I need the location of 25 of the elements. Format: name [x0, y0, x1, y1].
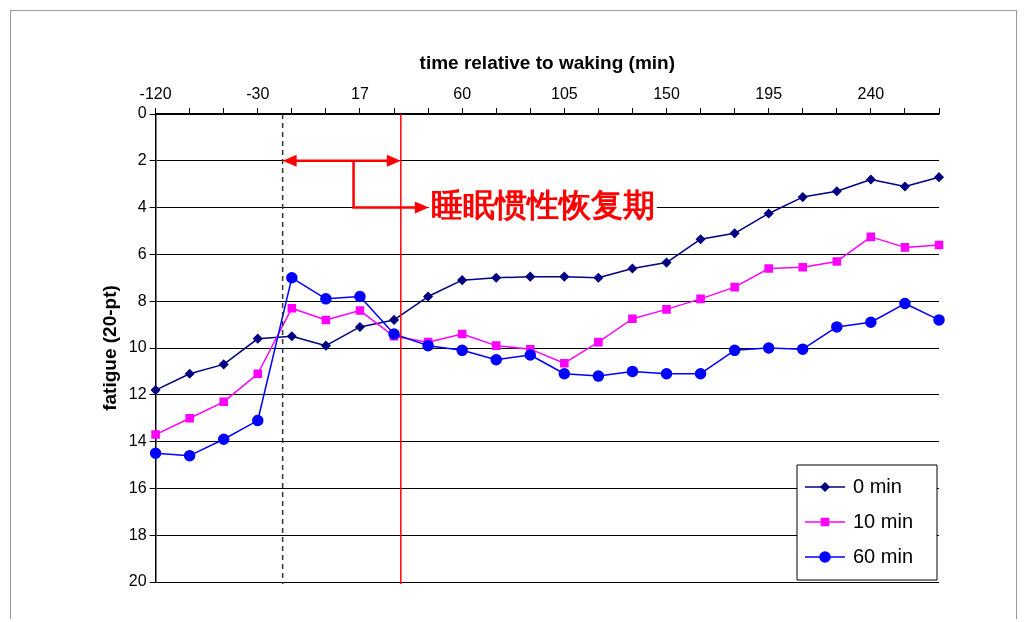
y-tick-label: 16 [128, 478, 147, 496]
y-tick-label: 14 [128, 432, 147, 450]
y-tick-label: 20 [128, 572, 147, 590]
y-tick-label: 12 [128, 385, 147, 403]
y-tick-label: 10 [128, 338, 147, 356]
annotation: 睡眠惯性恢复期 [430, 185, 655, 224]
y-tick-label: 4 [137, 198, 147, 216]
x-tick-label: 240 [857, 84, 885, 102]
y-tick-label: 18 [128, 525, 147, 543]
y-tick-label: 2 [137, 151, 147, 169]
y-axis-title: fatigue (20-pt) [98, 285, 120, 411]
y-tick-label: 6 [137, 244, 147, 262]
legend-label: 60 min [853, 544, 914, 567]
x-tick-label: 105 [550, 84, 578, 102]
legend-label: 0 min [853, 474, 902, 497]
y-tick-label: 8 [137, 291, 147, 309]
x-tick-label: 60 [453, 84, 472, 102]
x-tick-label: -30 [246, 84, 270, 102]
x-tick-label: 150 [653, 84, 680, 102]
x-tick-label: -120 [139, 84, 172, 102]
x-tick-label: 195 [755, 84, 783, 102]
y-tick-label: 0 [137, 104, 147, 122]
legend-label: 10 min [853, 509, 914, 532]
x-axis-title: time relative to waking (min) [419, 51, 676, 73]
x-tick-label: 17 [351, 84, 369, 102]
